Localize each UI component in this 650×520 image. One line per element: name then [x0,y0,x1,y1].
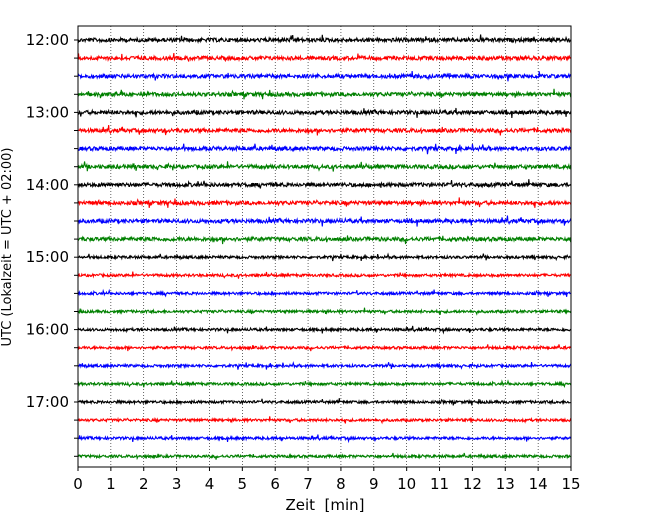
x-tick-label: 9 [369,475,379,493]
seismogram-trace [77,398,572,406]
plot-frame [77,25,572,468]
seismogram-trace [77,197,572,208]
y-axis-label: UTC (Lokalzeit = UTC + 02:00) [0,148,15,347]
y-tick-label: 12:00 [26,31,69,49]
seismogram-trace [77,53,572,63]
seismogram-trace [77,307,572,316]
x-tick-label: 4 [205,475,215,493]
seismogram-trace [77,125,572,136]
y-tick-label: 15:00 [26,248,69,266]
seismogram-trace [77,344,572,352]
x-tick-label: 0 [73,475,83,493]
seismogram-trace [77,143,572,155]
x-axis-label: Zeit [min] [285,496,364,514]
seismogram-trace [77,271,572,279]
x-tick-label: 6 [270,475,280,493]
y-tick-label: 13:00 [26,103,69,121]
seismogram-trace [77,161,572,172]
seismogram-trace [77,107,572,118]
x-tick-label: 12 [463,475,482,493]
x-tick-label: 2 [139,475,149,493]
seismogram-trace [77,215,572,227]
seismogram-trace [77,360,572,370]
x-tick-label: 14 [529,475,548,493]
seismogram-trace [77,70,572,82]
x-tick-label: 13 [496,475,515,493]
x-tick-label: 5 [238,475,248,493]
seismogram-trace [77,288,572,298]
seismogram-trace [77,179,572,189]
y-tick-label: 14:00 [26,176,69,194]
x-axis-ticks: 0 1 2 3 4 5 6 7 8 9 10 11 12 13 14 15 [73,467,581,493]
seismogram-trace [77,416,572,425]
x-tick-label: 10 [397,475,416,493]
seismogram-trace [77,34,572,45]
seismogram-trace [77,252,572,262]
seismogram-trace [77,379,572,388]
seismogram-traces [77,34,572,461]
y-tick-label: 16:00 [26,321,69,339]
x-tick-label: 15 [561,475,580,493]
y-tick-label: 17:00 [26,393,69,411]
seismogram-trace [77,434,572,444]
x-tick-label: 1 [106,475,116,493]
x-tick-label: 8 [336,475,346,493]
seismogram-trace [77,452,572,461]
seismogram-trace [77,235,572,245]
x-tick-label: 7 [303,475,313,493]
x-tick-label: 11 [430,475,449,493]
x-tick-label: 3 [172,475,182,493]
y-axis-ticks: 12:00 13:00 14:00 15:00 16:00 17:00 [26,31,78,457]
seismogram-trace [77,325,572,335]
seismogram-trace [77,88,572,100]
